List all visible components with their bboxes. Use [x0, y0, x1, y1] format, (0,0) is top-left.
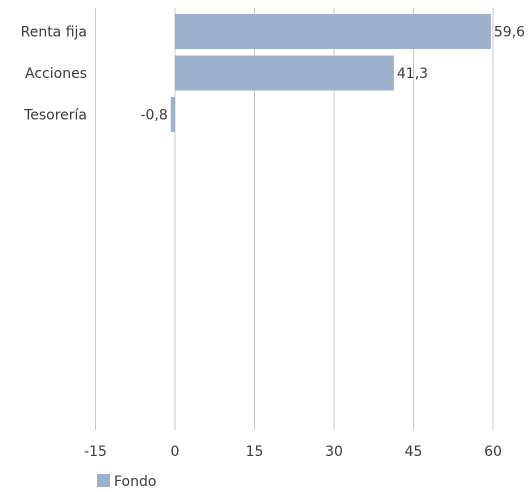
x-tick-label: 30 [325, 444, 343, 460]
x-tick-label: 45 [405, 444, 423, 460]
category-label: Renta fija [21, 25, 87, 41]
legend-label-fondo: Fondo [114, 474, 156, 488]
data-labels: 59,6 41,3 -0,8 [140, 25, 525, 124]
x-tick-label: 60 [484, 444, 502, 460]
bars [170, 14, 491, 132]
legend: Fondo [97, 474, 156, 490]
data-label: -0,8 [140, 108, 167, 124]
bar-1 [175, 55, 394, 91]
data-label: 41,3 [397, 66, 428, 82]
x-tick-label: -15 [84, 444, 107, 460]
category-label: Tesorería [23, 108, 87, 124]
x-tick-label: 15 [246, 444, 264, 460]
x-tick-label: 0 [171, 444, 180, 460]
bar-2 [170, 97, 175, 132]
legend-swatch-fondo [97, 474, 110, 487]
bar-0 [175, 14, 491, 49]
category-labels: Renta fija Acciones Tesorería [21, 25, 87, 124]
category-label: Acciones [25, 66, 87, 82]
x-axis-tick-labels: -15 0 15 30 45 60 [84, 444, 502, 460]
data-label: 59,6 [494, 25, 525, 41]
